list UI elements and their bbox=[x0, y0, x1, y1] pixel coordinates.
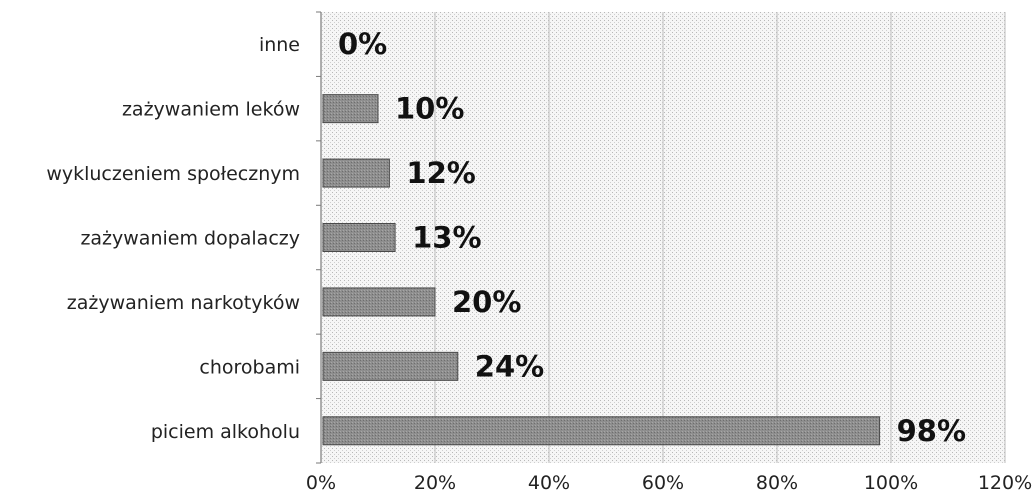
bar bbox=[322, 158, 390, 188]
data-label: 12% bbox=[406, 156, 475, 190]
category-label: zażywaniem narkotyków bbox=[67, 292, 300, 314]
x-tick-label: 0% bbox=[306, 472, 336, 494]
category-label: zażywaniem dopalaczy bbox=[80, 228, 300, 250]
bar bbox=[322, 287, 436, 317]
category-label: wykluczeniem społecznym bbox=[46, 163, 300, 185]
x-tick-label: 20% bbox=[414, 472, 456, 494]
labels: 0% 20% 40% 60% 80% 100% 120% inne 0% zażywaniem l… bbox=[46, 27, 1032, 494]
x-tick-label: 100% bbox=[864, 472, 918, 494]
bar bbox=[322, 351, 459, 381]
bars bbox=[322, 94, 881, 446]
x-tick-label: 120% bbox=[978, 472, 1032, 494]
x-tick-label: 60% bbox=[642, 472, 684, 494]
bar bbox=[322, 223, 396, 252]
data-label: 0% bbox=[338, 27, 387, 61]
category-label: zażywaniem leków bbox=[122, 99, 300, 121]
x-tick-label: 80% bbox=[756, 472, 798, 494]
bar bbox=[322, 416, 881, 446]
category-label: inne bbox=[259, 34, 300, 56]
data-label: 98% bbox=[897, 414, 966, 448]
bar bbox=[322, 94, 379, 124]
data-label: 13% bbox=[412, 221, 481, 255]
data-label: 10% bbox=[395, 92, 464, 126]
x-tick-label: 40% bbox=[528, 472, 570, 494]
category-label: chorobami bbox=[199, 356, 300, 378]
data-label: 20% bbox=[452, 285, 521, 319]
axes bbox=[316, 11, 322, 464]
data-label: 24% bbox=[475, 349, 544, 383]
category-label: piciem alkoholu bbox=[151, 421, 300, 443]
